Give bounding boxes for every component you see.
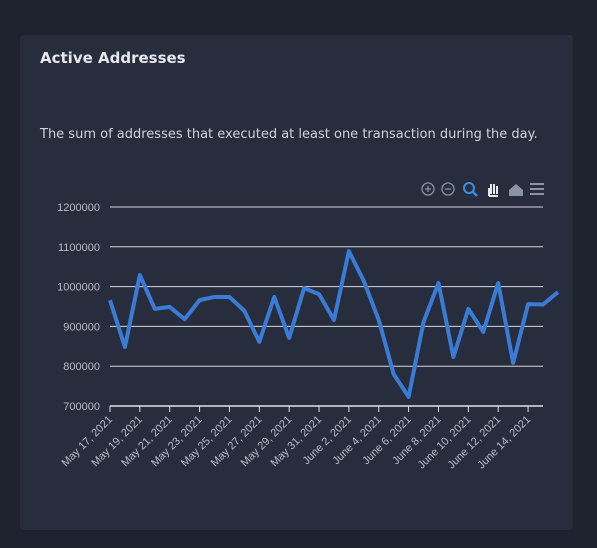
- chart-subtitle: The sum of addresses that executed at le…: [39, 127, 538, 142]
- chart-title: Active Addresses: [40, 49, 186, 67]
- pan[interactable]: [488, 184, 498, 197]
- y-tick-label: 900000: [63, 321, 100, 333]
- reset[interactable]: [509, 184, 523, 196]
- menu[interactable]: [530, 183, 544, 195]
- toolbar: [421, 182, 544, 197]
- zoom-in[interactable]: [421, 182, 435, 196]
- y-tick-label: 1100000: [58, 242, 100, 254]
- y-tick-label: 700000: [63, 401, 100, 413]
- zoom-out[interactable]: [441, 182, 455, 196]
- zoom-select-handle: [472, 191, 478, 197]
- zoom-select[interactable]: [463, 182, 475, 194]
- line-series: [108, 249, 560, 399]
- zoom-in-icon: [425, 186, 431, 192]
- y-tick-label: 1000000: [57, 282, 100, 294]
- y-tick-label: 1200000: [57, 202, 100, 214]
- y-tick-label: 800000: [63, 361, 100, 373]
